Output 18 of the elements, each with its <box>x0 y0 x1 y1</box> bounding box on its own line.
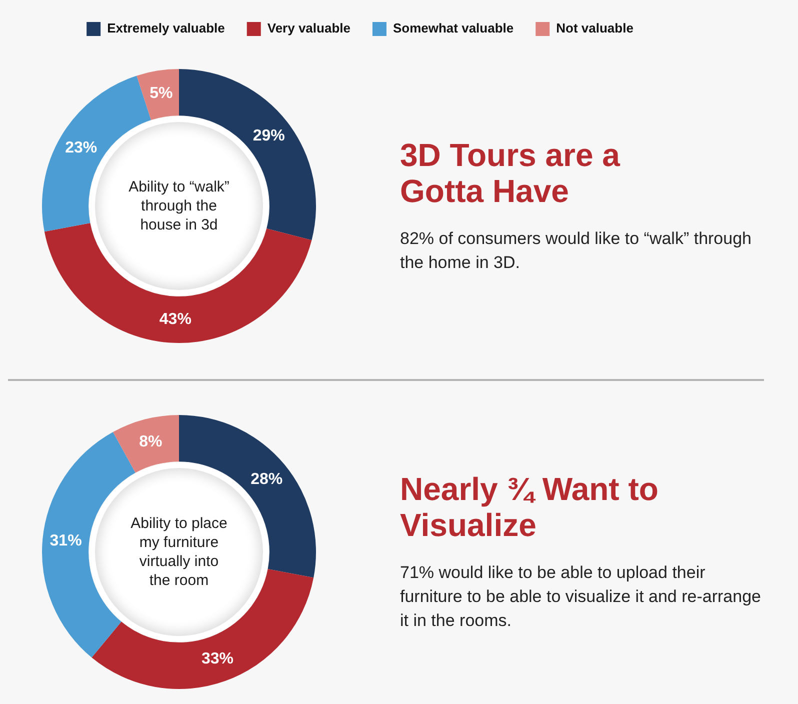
data-label: 28% <box>250 470 283 488</box>
text: Ability to place my furniture virtually into the room <box>130 514 228 590</box>
data-label: 29% <box>252 128 285 145</box>
legend-label: Very valuable <box>267 20 350 36</box>
text: 82% of consumers would like to “walk” through the home in 3D. <box>400 228 752 274</box>
data-label: 31% <box>50 532 82 550</box>
data-label: 33% <box>202 650 234 668</box>
text: 71% would like to be able to upload their furniture to be able to visualize it and re-arrange it in the rooms. <box>400 562 762 632</box>
legend-label: Somewhat valuable <box>392 20 514 36</box>
text: Nearly ¾ Want to Visualize <box>400 471 660 543</box>
legend-label: Extremely valuable <box>107 20 225 36</box>
data-label: 23% <box>65 140 98 157</box>
text: 3D Tours are a Gotta Have <box>400 137 622 209</box>
text: Ability to “walk” through the house in 3d <box>128 178 230 234</box>
data-label: 43% <box>159 311 192 328</box>
legend-label: Not valuable <box>556 20 634 36</box>
data-label: 8% <box>139 433 162 450</box>
data-label: 5% <box>150 85 173 102</box>
